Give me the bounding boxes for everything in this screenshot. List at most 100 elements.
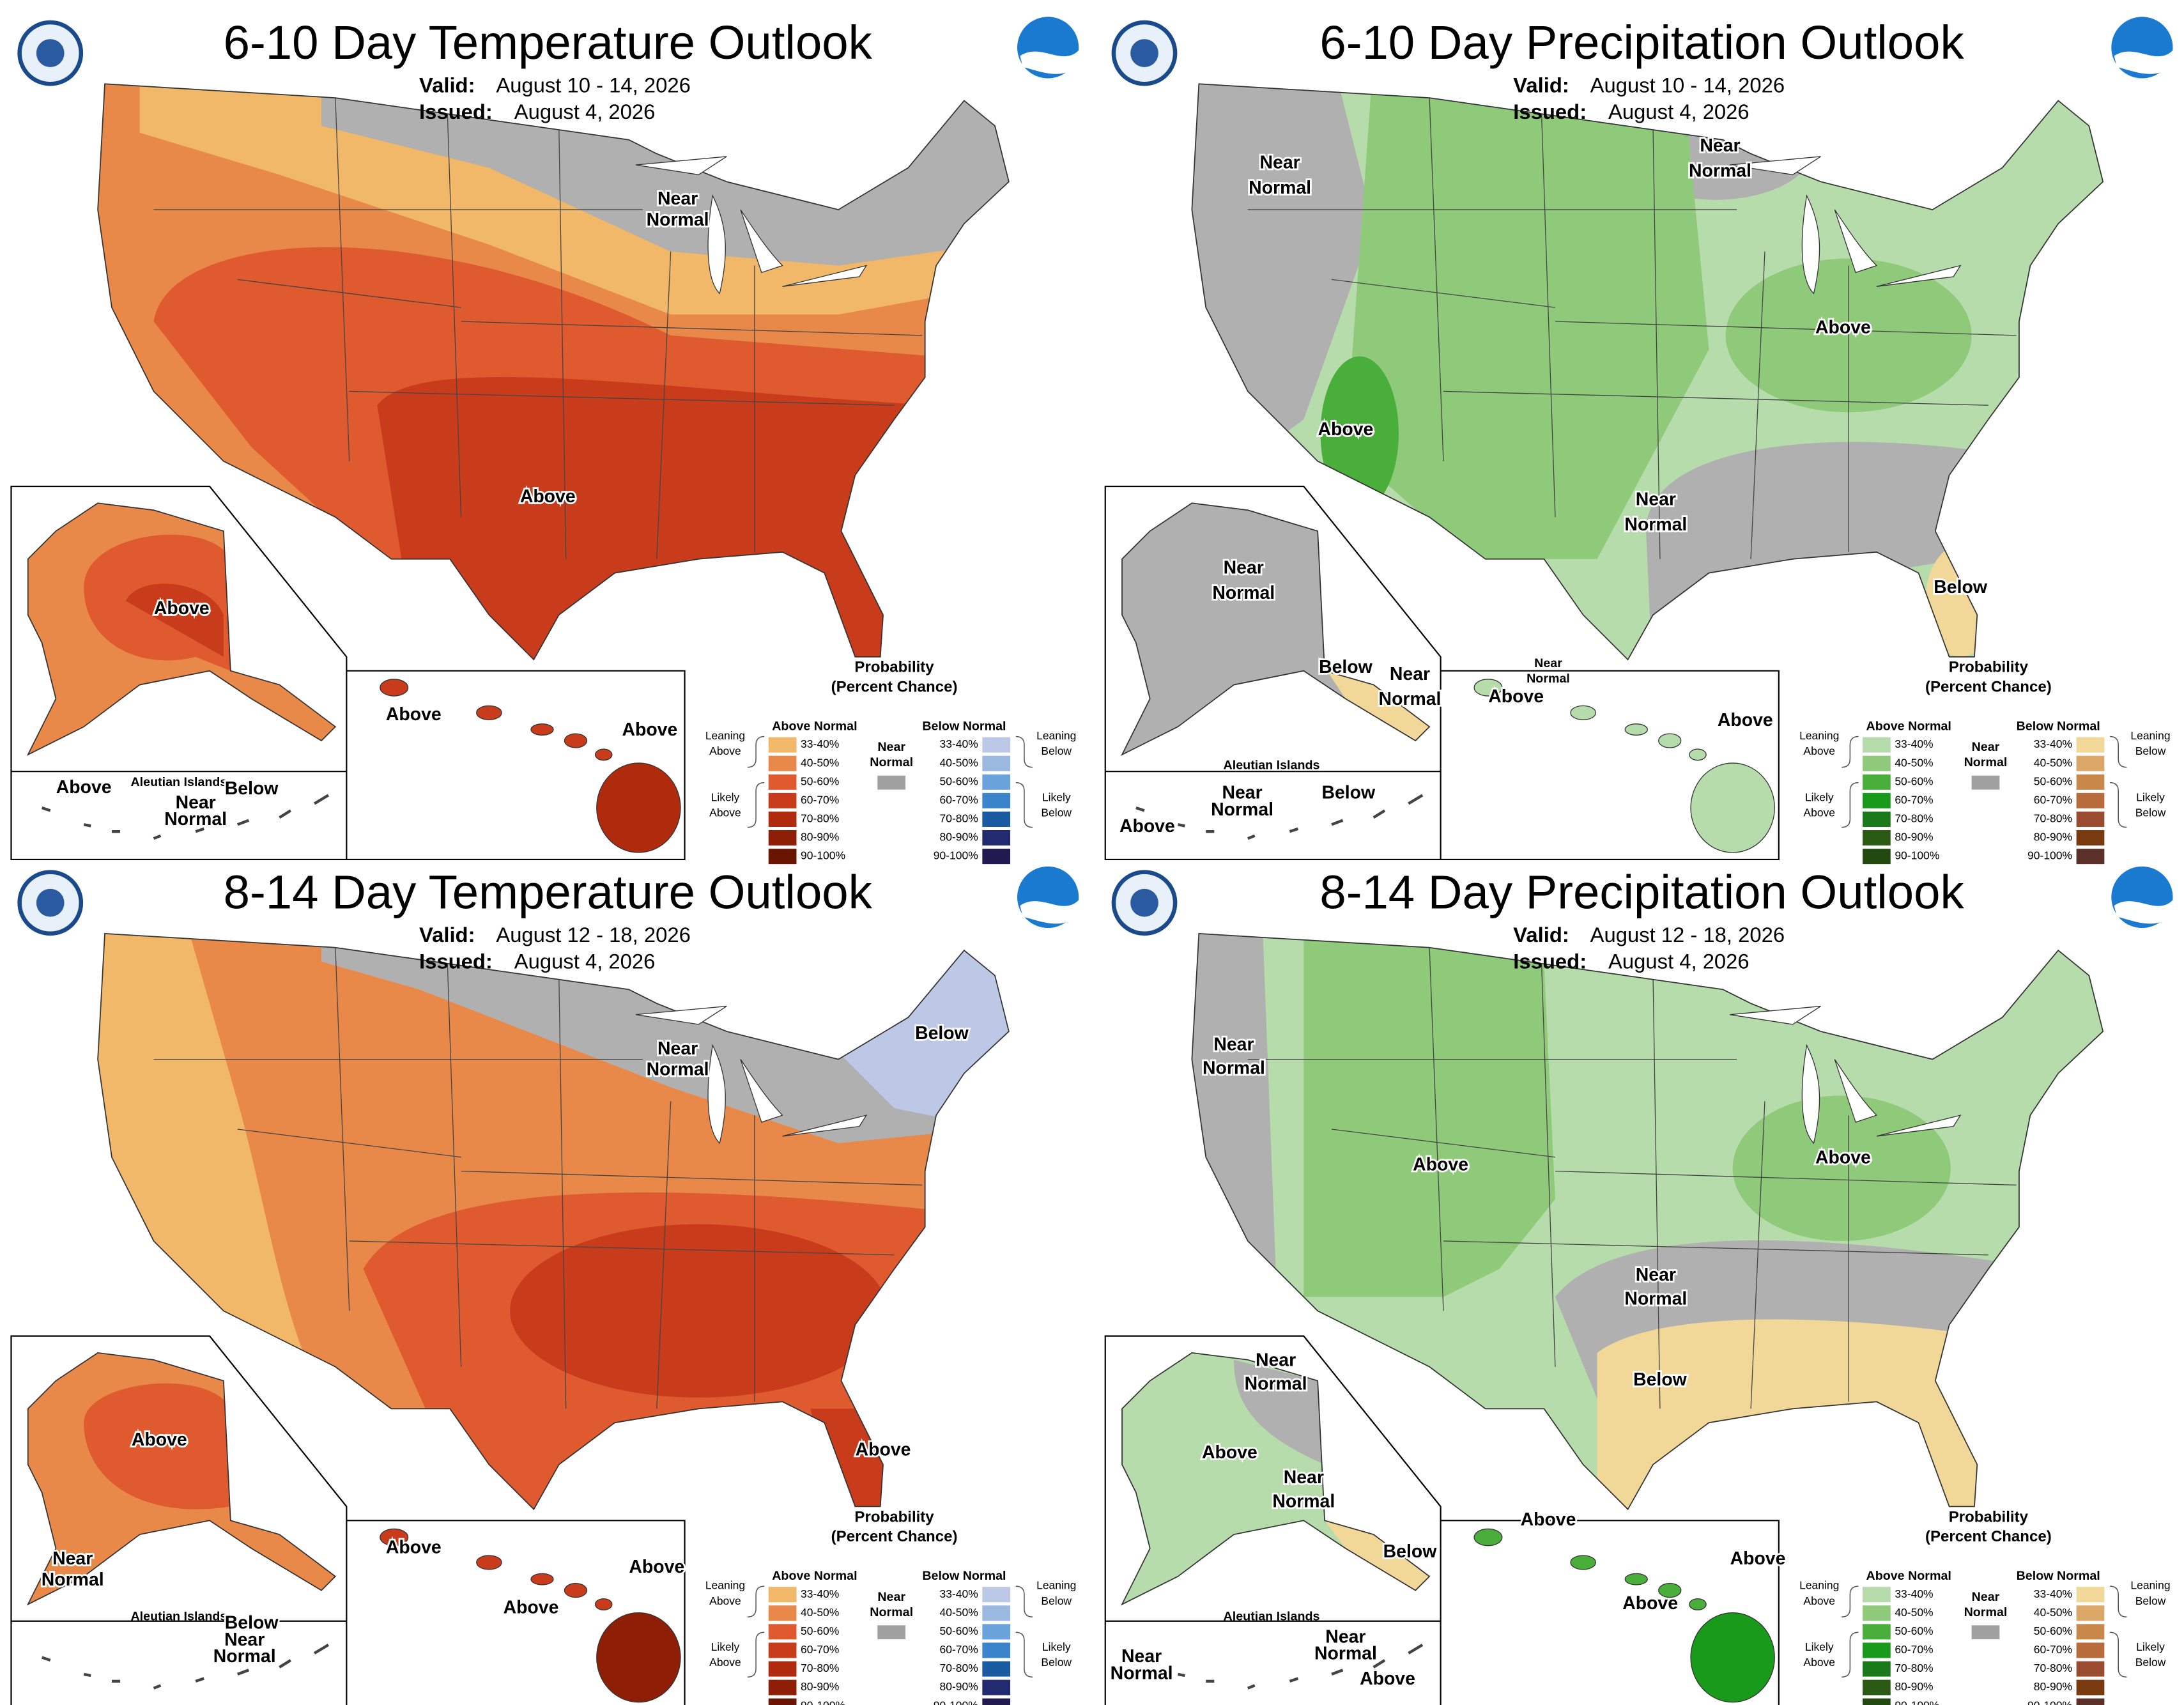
legend-group-label: Below xyxy=(1041,1594,1072,1607)
map-label: Above xyxy=(1718,710,1773,730)
hawaii-island xyxy=(530,723,554,736)
doc-logo-seal xyxy=(36,888,65,917)
legend-swatch xyxy=(982,755,1011,771)
legend-swatch xyxy=(1863,1605,1891,1621)
legend-group-label: Leaning xyxy=(1799,729,1839,742)
hawaii-island xyxy=(1658,1583,1682,1598)
valid-dates: August 10 - 14, 2026 xyxy=(496,73,691,96)
legend-subtitle: (Percent Chance) xyxy=(1925,678,2052,695)
map-label: Above xyxy=(1622,1593,1678,1614)
legend-bin: 80-90% xyxy=(1895,1680,1933,1693)
legend-swatch xyxy=(982,737,1011,753)
legend-bin: 50-60% xyxy=(801,1624,839,1637)
legend-bin: 90-100% xyxy=(801,1699,845,1705)
legend-group-label: Above xyxy=(1803,806,1835,819)
legend-swatch xyxy=(2076,811,2105,827)
outlook-area xyxy=(84,1383,231,1509)
valid-label: Valid: xyxy=(419,73,475,96)
legend-bin: 33-40% xyxy=(2034,1587,2072,1600)
legend-bin: 90-100% xyxy=(1895,1699,1939,1705)
state-line xyxy=(1429,98,1444,461)
legend-bin: 33-40% xyxy=(1895,737,1933,750)
state-line xyxy=(656,1101,672,1409)
legend-bin: 60-70% xyxy=(801,1643,839,1656)
map-label: Normal xyxy=(213,1646,276,1667)
state-line xyxy=(349,1240,895,1256)
legend-group-label: Leaning xyxy=(705,1579,745,1592)
outlook-area xyxy=(1233,1359,1325,1465)
legend-subtitle: (Percent Chance) xyxy=(831,1528,958,1545)
hawaii-island xyxy=(564,733,588,748)
map-label: Normal xyxy=(1624,1288,1687,1309)
map-label: Near xyxy=(1636,489,1676,509)
alaska-outline xyxy=(1121,1352,1431,1606)
hawaii-island xyxy=(1689,748,1707,761)
legend-bin: 90-100% xyxy=(2027,849,2072,862)
legend-bin: 70-80% xyxy=(801,1662,839,1674)
legend-group-label: Likely xyxy=(1805,791,1834,803)
title: 6-10 Day Temperature Outlook xyxy=(224,16,873,69)
legend-bin: 50-60% xyxy=(801,775,839,787)
map-label: Above xyxy=(1521,1509,1576,1530)
map-label: Above xyxy=(856,1439,911,1460)
legend-swatch xyxy=(2076,1661,2105,1677)
issued-date: August 4, 2026 xyxy=(1608,100,1750,123)
legend-swatch xyxy=(768,1679,797,1695)
legend-swatch xyxy=(1863,792,1891,808)
map-label: Aleutian Islands xyxy=(130,1609,227,1623)
legend-swatch xyxy=(877,1625,906,1640)
state-line xyxy=(1443,1240,1988,1256)
legend-swatch xyxy=(1863,1624,1891,1640)
map-label: Near xyxy=(176,792,216,813)
map-label: Above xyxy=(622,720,677,740)
map-label: Normal xyxy=(164,809,227,829)
legend-swatch xyxy=(982,1661,1011,1677)
panel: 8-14 Day Precipitation Outlook Valid: Augu… xyxy=(1104,865,2173,1705)
map-label: Normal xyxy=(1526,672,1570,686)
legend-swatch xyxy=(1863,1679,1891,1695)
legend-title: Probability xyxy=(1949,1508,2029,1525)
legend-bin: 90-100% xyxy=(934,1699,978,1705)
state-line xyxy=(447,105,462,518)
map-label: Above xyxy=(386,1538,442,1558)
legend-swatch xyxy=(768,811,797,827)
issued-date: August 4, 2026 xyxy=(514,949,656,973)
state-line xyxy=(349,390,895,406)
alaska-outline xyxy=(26,502,337,756)
map-label: Above xyxy=(520,486,576,507)
alaska-inset-frame xyxy=(1104,1335,1780,1705)
outlook-area xyxy=(1192,933,1276,1269)
legend-swatch xyxy=(982,811,1011,827)
legend-bin: 33-40% xyxy=(801,1587,839,1600)
map-label: Normal xyxy=(1203,1058,1265,1078)
state-line xyxy=(656,251,672,559)
legend-group-label: Likely xyxy=(2136,1640,2165,1653)
conus-map xyxy=(98,84,1009,660)
map-label: Near xyxy=(1534,656,1562,670)
legend-bin: 40-50% xyxy=(801,756,839,769)
map-label: Near xyxy=(52,1548,93,1569)
state-line xyxy=(1555,321,2017,336)
legend-swatch xyxy=(1971,775,2000,790)
state-line xyxy=(1652,975,1661,1409)
legend-group-label: Below xyxy=(2135,1656,2166,1669)
hawaii-island xyxy=(1624,723,1648,736)
map-label: Above xyxy=(1730,1548,1786,1569)
map-label: Normal xyxy=(647,210,709,230)
map-label: Above xyxy=(1815,1147,1871,1168)
legend-brace xyxy=(747,736,1033,828)
legend-swatch xyxy=(982,792,1011,808)
legend-swatch xyxy=(1863,755,1891,771)
map-label: Near xyxy=(1636,1265,1676,1285)
legend-swatch xyxy=(982,1679,1011,1695)
legend-group-label: Above xyxy=(709,1594,741,1607)
map-label: Below xyxy=(1319,657,1373,677)
legend-bin: 40-50% xyxy=(940,756,978,769)
conus-map xyxy=(98,933,1009,1509)
map-label: Near xyxy=(224,1630,265,1650)
state-line xyxy=(558,975,567,1409)
noaa-logo-wave xyxy=(1020,900,1079,924)
map-label: Normal xyxy=(1624,514,1687,535)
legend-swatch xyxy=(2076,774,2105,790)
legend-bin: 80-90% xyxy=(2034,1680,2072,1693)
